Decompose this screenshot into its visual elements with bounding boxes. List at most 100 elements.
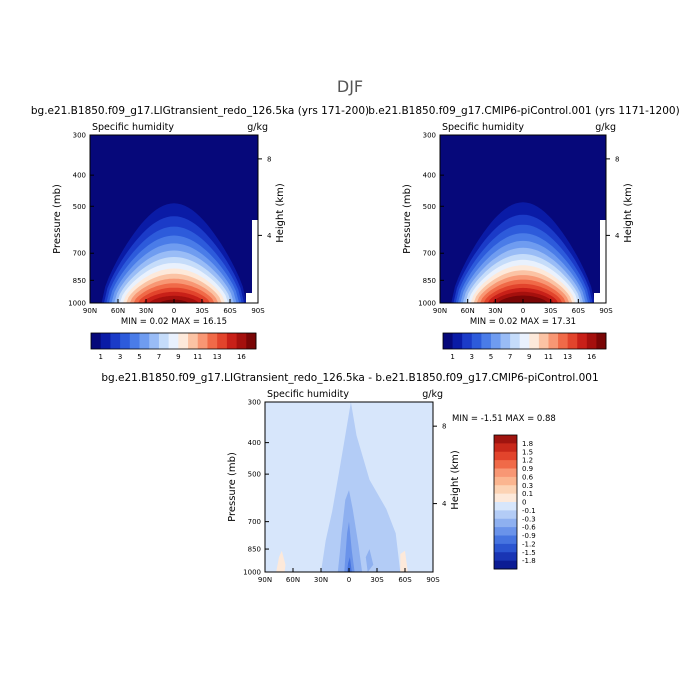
colorbar-swatch [207,333,218,349]
colorbar-swatch [91,333,102,349]
colorbar-label: 9 [176,353,180,361]
field-label: Specific humidity [92,122,174,133]
field-label: Specific humidity [267,389,349,400]
contour-band [347,557,352,572]
colorbar-label: -1.5 [522,549,536,557]
colorbar-swatch [494,527,517,536]
x-tick-label: 0 [521,307,525,315]
colorbar-frame [493,434,518,570]
panels: bg.e21.B1850.f09_g17.LIGtransient_redo_1… [31,105,680,584]
contour-band [276,550,286,572]
y-tick-label: 850 [423,277,436,285]
colorbar-swatch [558,333,569,349]
y-tick-label: 850 [73,277,86,285]
field [440,135,606,303]
colorbar-swatch [494,552,517,562]
y-tick-label: 400 [248,439,261,447]
colorbar-swatch [494,510,517,520]
colorbar-swatch [246,333,257,349]
colorbar-swatch [471,333,482,349]
colorbar-label: 5 [489,353,493,361]
colorbar-swatch [236,333,247,349]
colorbar-swatch [481,333,492,349]
colorbar-swatch [139,333,150,349]
colorbar-swatch [538,333,549,349]
colorbar-swatch [596,333,607,349]
x-tick-label: 60S [398,576,412,584]
panel-title: bg.e21.B1850.f09_g17.LIGtransient_redo_1… [31,105,369,117]
min-max-text: MIN = 0.02 MAX = 16.15 [121,317,227,327]
colorbar-swatch [529,333,540,349]
colorbar-label: 5 [137,353,141,361]
y-tick-label: 300 [423,132,436,140]
colorbar-label: 3 [470,353,474,361]
x-tick-label: 30N [488,307,502,315]
height-tick-label: 8 [267,155,271,163]
colorbar-swatch [158,333,170,349]
y-axis-title: Pressure (mb) [52,184,63,254]
colorbar-swatch [500,333,511,349]
y-tick-label: 300 [248,399,261,407]
field [90,135,258,303]
height-tick-label: 4 [615,232,620,240]
topography-mask [252,220,258,303]
colorbar-swatch [494,535,517,545]
colorbar-swatch [490,333,501,349]
colorbar-swatch [110,333,121,349]
colorbar-label: 7 [157,353,161,361]
colorbar-swatch [519,333,530,349]
contour-band [365,549,374,572]
y-axis-title: Pressure (mb) [402,184,413,254]
x-tick-label: 60N [461,307,475,315]
colorbar-frame [442,332,607,350]
y-tick-label: 500 [73,203,86,211]
colorbar-label: 0.1 [522,490,533,498]
colorbar-label: -0.9 [522,532,536,540]
y-tick-label: 1000 [68,300,86,308]
colorbar-swatch [494,560,517,570]
colorbar-swatch [226,333,237,349]
units-label: g/kg [247,122,268,133]
colorbar-swatch [494,451,517,461]
contour-band [337,490,363,572]
colorbar-swatch [217,333,228,349]
x-tick-label: 90N [258,576,272,584]
x-tick-label: 60N [111,307,125,315]
topography-mask [246,293,258,303]
y-tick-label: 500 [248,471,261,479]
colorbar-label: -1.2 [522,540,536,548]
colorbar-label: 16 [587,353,596,361]
field-label: Specific humidity [442,122,524,133]
y-tick-label: 400 [73,172,86,180]
y-tick-label: 500 [423,203,436,211]
colorbar-label: -0.6 [522,524,536,532]
colorbar-label: 3 [118,353,122,361]
colorbar-swatch [510,333,521,349]
colorbar-frame [90,332,257,350]
x-tick-label: 90S [599,307,613,315]
colorbar-label: -1.8 [522,557,536,565]
contour-band [321,402,401,572]
colorbar-label: -0.3 [522,515,536,523]
colorbar-label: 13 [563,353,572,361]
colorbar-label: 1 [98,353,102,361]
topography-mask [594,293,606,303]
height-axis-title: Height (km) [450,450,461,510]
x-tick-label: 90S [426,576,440,584]
figure-title: DJF [337,77,363,96]
x-tick-label: 60S [572,307,586,315]
colorbar-label: 1.5 [522,448,533,456]
x-tick-label: 30S [370,576,384,584]
colorbar-label: 0.9 [522,465,533,473]
min-max-text: MIN = 0.02 MAX = 17.31 [470,317,576,327]
colorbar-label: 1 [450,353,454,361]
height-axis-title: Height (km) [275,183,286,243]
y-tick-label: 300 [73,132,86,140]
colorbar-swatch [494,476,517,486]
colorbar-swatch [494,485,517,495]
x-tick-label: 30N [139,307,153,315]
colorbar-label: 13 [213,353,222,361]
colorbar-label: 0.3 [522,482,533,490]
colorbar-label: 11 [193,353,202,361]
x-tick-label: 30S [544,307,558,315]
